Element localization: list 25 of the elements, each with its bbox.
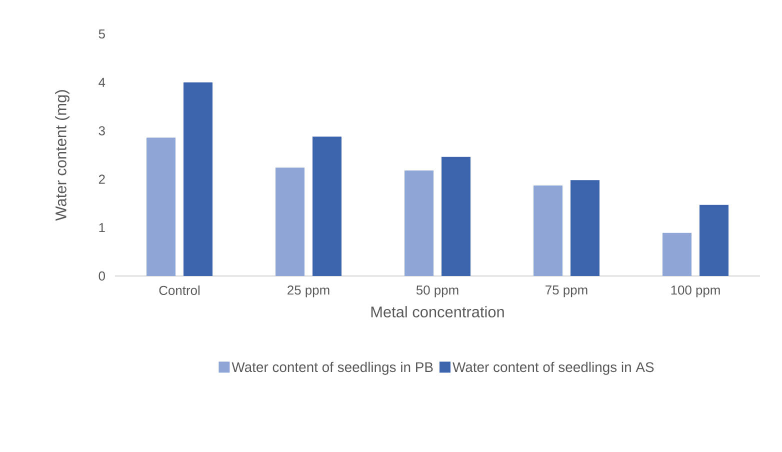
x-tick-label: Control — [159, 286, 200, 296]
bar — [184, 82, 213, 276]
y-tick-label: 1 — [99, 223, 105, 232]
bar — [570, 180, 600, 276]
bar — [700, 204, 729, 276]
y-axis-title: Water content (mg) — [55, 90, 70, 221]
y-tick-label: 2 — [98, 174, 105, 184]
x-tick-label: 100 ppm — [671, 286, 720, 298]
x-axis-title: Metal concentration — [371, 306, 504, 318]
legend-label: Water content of seedlings in AS — [452, 362, 654, 375]
y-tick-label: 5 — [98, 29, 105, 39]
y-tick-label: 4 — [98, 78, 106, 87]
bar — [662, 232, 692, 276]
bar — [404, 170, 434, 276]
x-tick-label: 75 ppm — [546, 286, 588, 298]
bar — [442, 156, 471, 276]
bar — [534, 185, 563, 276]
y-tick-label: 3 — [98, 126, 105, 136]
legend-label: Water content of seedlings in PB — [232, 362, 433, 375]
bar — [276, 168, 305, 276]
bar — [312, 136, 342, 276]
x-tick-label: 50 ppm — [416, 286, 458, 298]
x-tick-label: 25 ppm — [288, 286, 330, 298]
bar — [146, 138, 176, 276]
y-tick-label: 0 — [98, 271, 105, 281]
